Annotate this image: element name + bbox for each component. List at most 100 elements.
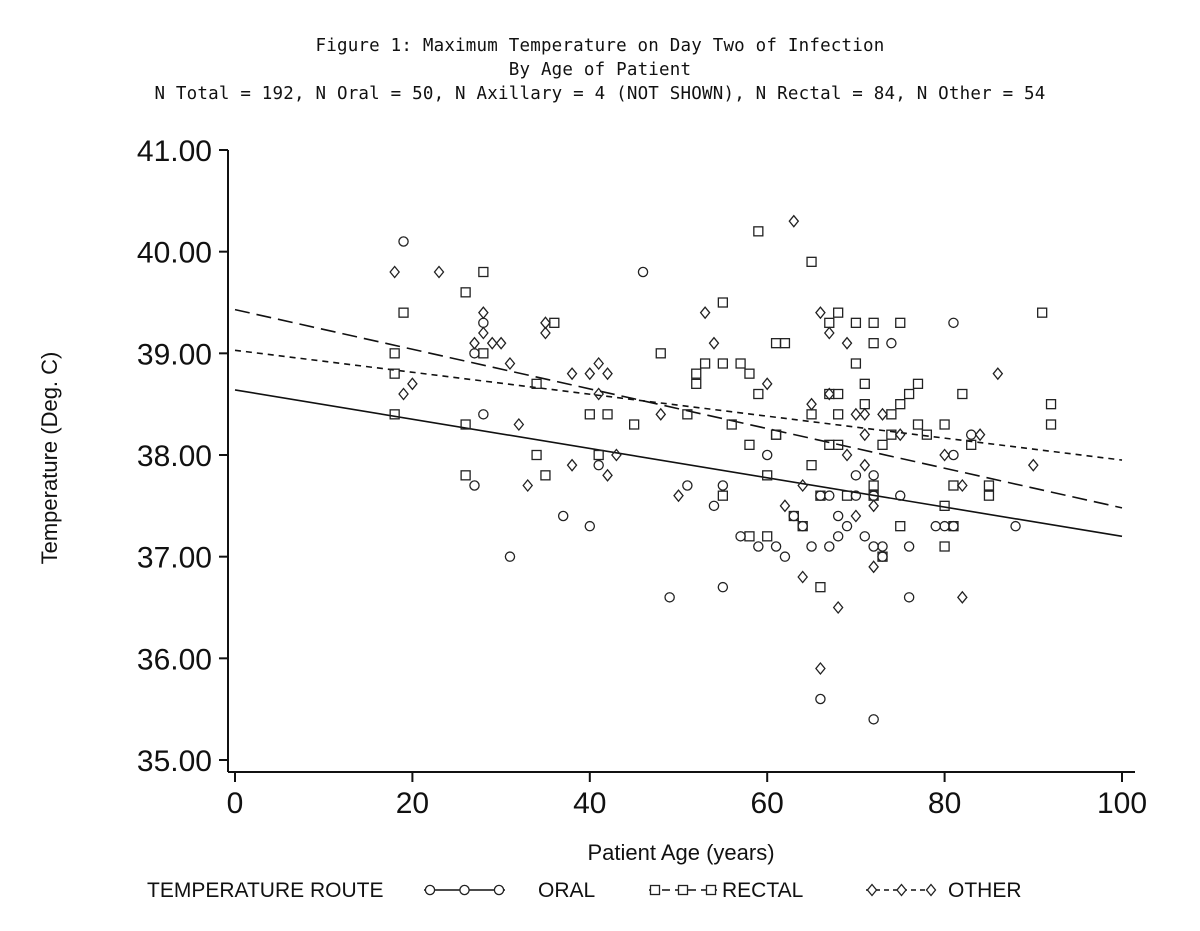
rectal-point (948, 521, 959, 532)
rectal-point (806, 460, 817, 471)
oral-point (753, 541, 764, 552)
series-other (389, 214, 1039, 676)
rectal-point (602, 409, 613, 420)
y-tick-label: 39.00 (137, 338, 212, 371)
rectal-point (584, 409, 595, 420)
fit-line-oral (234, 389, 1123, 538)
rectal-point (850, 358, 862, 369)
other-point (957, 590, 968, 604)
rectal-point (966, 439, 977, 450)
other-point (815, 306, 826, 320)
axes: 35.00 36.00 37.00 38.00 39.00 40.00 41.00 0 20 40… (137, 135, 1147, 820)
legend: TEMPERATURE ROUTE ORAL RECTAL OTHER (147, 879, 1022, 902)
rectal-point (948, 480, 959, 491)
other-point (859, 407, 871, 421)
other-point (797, 478, 809, 493)
other-point (522, 478, 534, 493)
legend-marker (424, 884, 436, 896)
oral-point (806, 541, 817, 552)
oral-point (664, 592, 675, 603)
y-tick-label: 38.00 (137, 440, 212, 473)
rectal-point (682, 409, 693, 420)
rectal-point (868, 480, 879, 491)
oral-point (859, 531, 871, 542)
rectal-point (868, 317, 879, 328)
rectal-point (939, 419, 950, 430)
rectal-point (841, 490, 853, 501)
oral-point (903, 592, 915, 603)
other-point (992, 367, 1004, 381)
other-point (655, 407, 667, 421)
other-point (841, 336, 853, 350)
rectal-point (629, 419, 640, 430)
oral-point (469, 480, 480, 491)
y-axis-title: Temperature (Deg. C) (37, 352, 62, 565)
other-point (540, 326, 551, 340)
rectal-point (398, 307, 409, 318)
oral-point (637, 266, 649, 278)
series-oral (398, 236, 1021, 725)
oral-point (770, 541, 782, 552)
fit-line-rectal (234, 308, 1123, 509)
x-tick-label: 20 (396, 787, 429, 820)
title-block: Figure 1: Maximum Temperature on Day Two… (0, 34, 1200, 106)
rectal-point (691, 368, 702, 379)
rectal-point (886, 409, 897, 420)
rectal-point (460, 419, 471, 430)
other-point (823, 387, 835, 401)
other-point (478, 306, 489, 320)
oral-point (965, 429, 977, 440)
x-tick-label: 80 (928, 787, 961, 820)
rectal-point (460, 287, 471, 298)
rectal-point (717, 490, 728, 501)
oral-point (478, 409, 489, 420)
other-point (957, 478, 968, 493)
other-point (407, 377, 418, 391)
rectal-point (983, 480, 995, 491)
rectal-point (531, 378, 542, 389)
x-tick-label: 60 (751, 787, 784, 820)
rectal-point (895, 317, 906, 328)
other-point (673, 489, 684, 503)
other-point (841, 448, 853, 462)
oral-point (717, 581, 729, 593)
rectal-point (1045, 399, 1057, 410)
other-point (815, 661, 826, 676)
rectal-point (939, 500, 950, 511)
rectal-point (717, 297, 728, 308)
rectal-point (478, 266, 489, 278)
rectal-point (717, 358, 728, 369)
oral-point (948, 317, 959, 329)
other-point (1027, 458, 1039, 472)
oral-point (841, 520, 853, 532)
rectal-point (389, 348, 400, 359)
rectal-point (815, 490, 826, 501)
rectal-point (593, 449, 604, 461)
rectal-point (699, 358, 711, 369)
oral-point (584, 520, 596, 532)
oral-point (815, 490, 826, 501)
rectal-point (770, 429, 782, 440)
other-point (566, 458, 578, 472)
oral-point (824, 490, 835, 501)
other-point (894, 428, 906, 442)
rectal-point (549, 317, 560, 328)
rectal-point (806, 256, 817, 267)
other-point (832, 600, 844, 615)
other-point (868, 560, 879, 574)
other-point (584, 367, 596, 381)
other-point (486, 336, 498, 350)
other-point (433, 265, 445, 279)
other-point (398, 387, 409, 401)
x-axis-title: Patient Age (years) (587, 840, 774, 865)
legend-label-other: OTHER (948, 879, 1022, 902)
rectal-point (806, 409, 817, 420)
other-point (389, 265, 400, 279)
rectal-point (868, 338, 879, 349)
rectal-point (859, 399, 870, 410)
rectal-point (540, 470, 551, 481)
other-point (859, 428, 871, 442)
y-tick-label: 40.00 (137, 237, 212, 270)
rectal-point (460, 470, 471, 481)
oral-point (815, 693, 826, 705)
